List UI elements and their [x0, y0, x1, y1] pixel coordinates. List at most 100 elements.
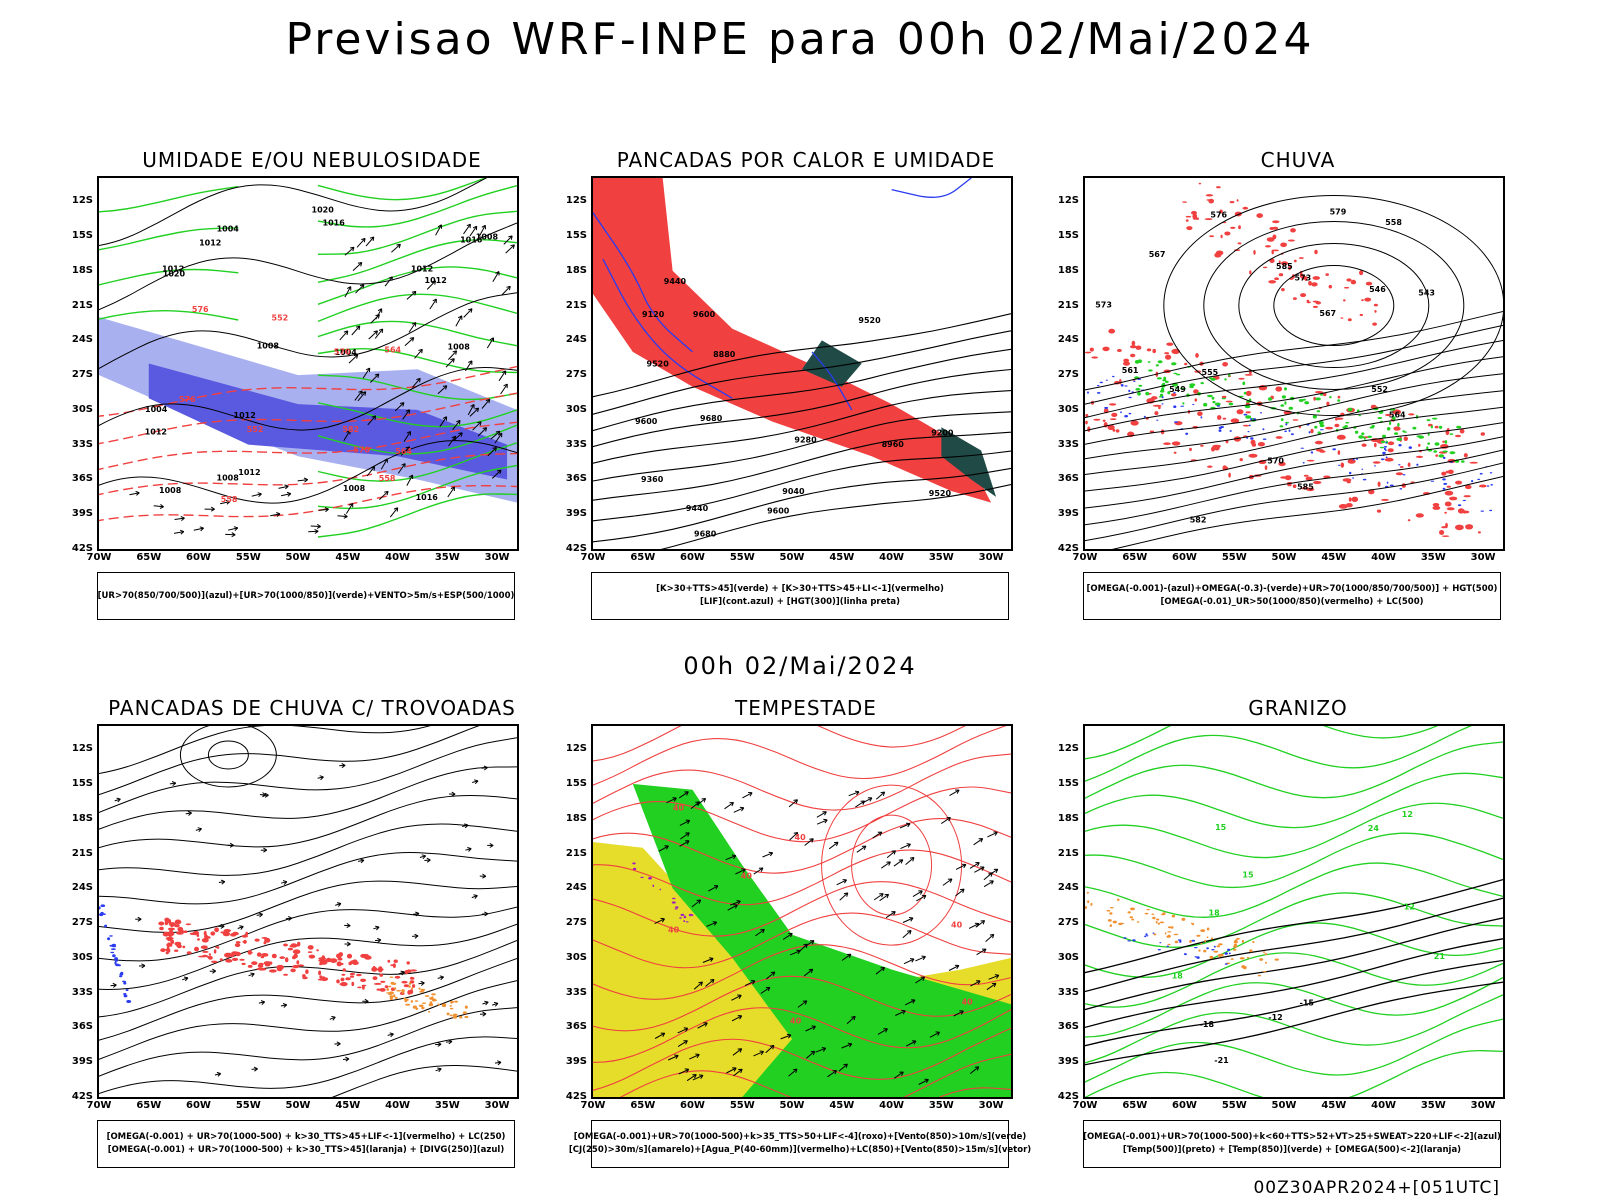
rain-red-patch [1130, 345, 1137, 349]
storm-orange-patch [462, 1011, 467, 1015]
contour-label: 576 [1210, 211, 1227, 220]
hail-blue-patch [1166, 945, 1169, 948]
rain-red-patch [1306, 459, 1315, 462]
lat-tick-label: 39S [1057, 1056, 1079, 1068]
storm-red-patch [167, 927, 175, 931]
wind-vector [786, 1033, 792, 1039]
rain-red-patch [1384, 413, 1392, 417]
omega-blue-patch [1385, 456, 1388, 459]
storm-red-patch [336, 979, 340, 984]
rain-red-patch [1455, 524, 1464, 531]
streamline-arrow [169, 782, 176, 785]
lon-tick-label: 45W [829, 1100, 855, 1111]
instability-green-area [802, 340, 862, 387]
wind-vector [257, 492, 262, 498]
omega-blue-patch [1385, 449, 1387, 452]
streamline-arrow [426, 857, 431, 863]
temp850-contour [1085, 922, 1503, 978]
streamline-arrow [280, 1004, 287, 1007]
precipitable-water-contour [593, 975, 1011, 1032]
rain-red-patch [1278, 260, 1281, 265]
rain-red-patch [1171, 441, 1181, 446]
omega-blue-patch [1161, 396, 1164, 399]
storm-red-patch [214, 927, 219, 933]
humidity-low-contour [317, 185, 517, 228]
storm-orange-patch [428, 1003, 434, 1007]
omega500-orange-patch [1236, 937, 1240, 940]
wind-vector [409, 337, 415, 342]
omega-blue-patch [1173, 405, 1177, 408]
contour-label: 582 [342, 425, 359, 434]
omega-green-patch [1245, 415, 1252, 419]
wind-vector [735, 868, 746, 875]
omega500-orange-patch [1203, 949, 1207, 953]
lon-tick-label: 30W [484, 1100, 510, 1111]
storm-orange-patch [449, 1014, 453, 1017]
storm-red-patch [318, 957, 326, 960]
contour-label: -12 [1268, 1013, 1282, 1022]
streamline-arrow [437, 976, 444, 979]
lat-tick-label: 18S [1057, 812, 1079, 824]
storm-red-patch [168, 922, 176, 927]
storm-red-patch [211, 960, 218, 963]
rain-red-patch [1477, 531, 1481, 534]
wind-vector [994, 974, 1000, 979]
streamline [99, 766, 517, 830]
hgt300-contour [593, 368, 1011, 448]
field-layer: 9680960095209680944093609280920091209040… [593, 178, 1011, 549]
wind-vector [970, 980, 981, 987]
wind-vector [797, 1000, 808, 1008]
streamline-arrow [187, 810, 192, 816]
rain-red-patch [1200, 444, 1204, 447]
rain-red-patch [1085, 420, 1088, 425]
wind-vector [879, 893, 884, 898]
wind-vector [702, 957, 714, 963]
omega-blue-patch [1352, 458, 1355, 461]
streamline-arrow [489, 842, 494, 848]
rain-red-patch [1439, 530, 1445, 535]
wind-vector [439, 416, 448, 427]
wind-vector [343, 430, 351, 441]
pressure-contour [99, 222, 517, 311]
hail-blue-patch [1157, 949, 1161, 951]
lat-tick-label: 15S [71, 230, 93, 241]
panel-granizo: GRANIZO -21 -18 -15 -12 12 15 18 21 24 12 15 18 12S… [1023, 696, 1523, 1176]
streamline-arrow [258, 1001, 265, 1004]
omega-blue-patch [1105, 379, 1108, 381]
severe-purple-patch [675, 906, 679, 909]
contour-label: 582 [1190, 516, 1207, 525]
omega500-orange-patch [1191, 922, 1193, 925]
rain-red-patch [1300, 293, 1307, 298]
rain-red-patch [1395, 472, 1403, 476]
hail-blue-patch [1227, 948, 1231, 951]
panel-title: UMIDADE E/OU NEBULOSIDADE [142, 148, 482, 172]
omega-green-patch [1345, 421, 1350, 424]
omega-blue-patch [1124, 385, 1128, 387]
omega-green-patch [1319, 424, 1325, 428]
storm-red-patch [232, 931, 239, 936]
contour-label: 552 [272, 313, 289, 322]
rain-red-patch [1209, 235, 1214, 238]
wind-vector [942, 878, 953, 886]
storm-red-patch [403, 984, 410, 988]
wind-vector [344, 286, 352, 298]
humidity-low-contour [99, 268, 239, 286]
contour-label: 1004 [217, 225, 240, 234]
storm-orange-patch [419, 990, 424, 993]
omega-green-patch [1380, 440, 1386, 444]
streamline-arrow [212, 968, 216, 974]
wind-vector [153, 505, 164, 508]
legend-line-2: [LIF](cont.azul) + [HGT(300)](linha pret… [699, 597, 901, 607]
storm-orange-patch [411, 987, 414, 990]
storm-orange-patch [421, 1006, 425, 1010]
wind-vector [660, 1032, 666, 1037]
wind-vector [968, 923, 980, 929]
rain-red-patch [1314, 391, 1324, 394]
rain-red-patch [1346, 278, 1352, 282]
wind-vector [411, 322, 417, 327]
wind-vector [883, 1028, 888, 1033]
streamline-arrow [421, 854, 427, 860]
